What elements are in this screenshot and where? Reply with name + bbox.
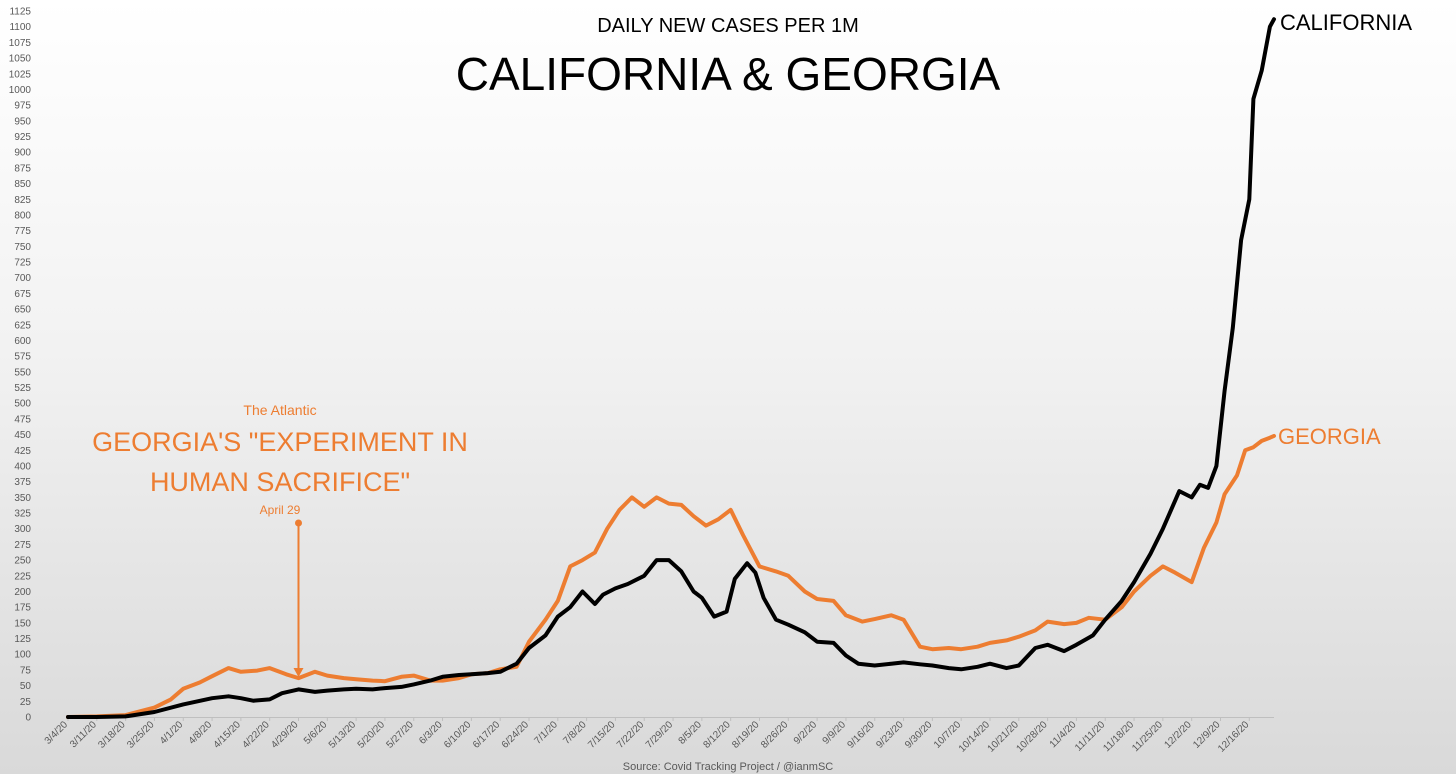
annotation-arrowhead (293, 668, 304, 677)
x-tick-label: 9/9/20 (821, 719, 849, 747)
y-tick-label: 150 (14, 618, 31, 629)
x-tick-label: 6/24/20 (500, 719, 532, 751)
x-tick-label: 3/4/20 (43, 719, 71, 747)
x-tick-label: 4/8/20 (187, 719, 215, 747)
source-note: Source: Covid Tracking Project / @ianmSC (623, 761, 834, 773)
x-tick-label: 7/1/20 (532, 719, 560, 747)
y-tick-label: 125 (14, 634, 31, 645)
x-tick-label: 11/18/20 (1101, 719, 1136, 754)
y-tick-label: 50 (20, 681, 32, 692)
y-tick-label: 25 (20, 697, 32, 708)
x-tick-label: 8/5/20 (677, 719, 705, 747)
y-tick-label: 725 (14, 258, 31, 269)
x-tick-label: 4/1/20 (158, 719, 186, 747)
y-tick-label: 375 (14, 477, 31, 488)
y-tick-label: 750 (14, 242, 31, 253)
y-tick-label: 550 (14, 367, 31, 378)
y-tick-label: 275 (14, 540, 31, 551)
x-axis: 3/4/203/11/203/18/203/25/20 4/1/20 4/8/204… (43, 717, 1274, 755)
x-tick-label: 4/15/20 (212, 719, 244, 751)
y-tick-label: 1100 (9, 22, 31, 33)
y-tick-label: 925 (14, 132, 31, 143)
x-tick-label: 6/3/20 (417, 719, 445, 747)
y-tick-label: 200 (14, 587, 31, 598)
y-axis: 0 25 50 75 100 125 150 175 200 225 250 275 300 325 350… (9, 7, 32, 724)
annotation-headline-line2: HUMAN SACRIFICE" (150, 467, 410, 497)
y-tick-label: 100 (14, 650, 31, 661)
y-tick-label: 850 (14, 179, 31, 190)
x-tick-label: 4/22/20 (240, 719, 272, 751)
x-tick-label: 8/12/20 (701, 719, 733, 751)
x-tick-label: 12/2/20 (1162, 719, 1194, 751)
annotation-arrow (293, 519, 304, 677)
y-tick-label: 75 (20, 665, 32, 676)
x-tick-label: 7/29/20 (644, 719, 676, 751)
series-label-georgia: GEORGIA (1278, 424, 1381, 449)
y-tick-label: 350 (14, 493, 31, 504)
y-tick-label: 1025 (9, 69, 32, 80)
y-tick-label: 975 (14, 101, 31, 112)
x-tick-label: 3/11/20 (68, 719, 99, 750)
x-tick-label: 7/22/20 (615, 719, 647, 751)
y-tick-label: 825 (14, 195, 31, 206)
x-tick-label: 3/18/20 (96, 719, 128, 751)
y-tick-label: 450 (14, 430, 31, 441)
y-tick-label: 425 (14, 446, 31, 457)
x-tick-label: 7/8/20 (561, 719, 589, 747)
x-tick-label: 9/30/20 (903, 719, 935, 751)
x-tick-label: 10/28/20 (1014, 719, 1050, 755)
y-tick-label: 700 (14, 273, 31, 284)
chart-title: CALIFORNIA & GEORGIA (456, 48, 1001, 100)
x-tick-label: 5/20/20 (356, 719, 388, 751)
annotation-headline-line1: GEORGIA'S "EXPERIMENT IN (92, 427, 468, 457)
y-tick-label: 300 (14, 524, 31, 535)
x-tick-label: 4/29/20 (269, 719, 301, 751)
y-tick-label: 1125 (9, 7, 31, 18)
y-tick-label: 1075 (9, 38, 32, 49)
y-tick-label: 650 (14, 305, 31, 316)
y-tick-label: 400 (14, 461, 31, 472)
x-tick-label: 9/16/20 (845, 719, 877, 751)
x-tick-label: 3/25/20 (125, 719, 157, 751)
y-tick-label: 325 (14, 509, 31, 520)
y-tick-label: 625 (14, 320, 31, 331)
y-tick-label: 250 (14, 556, 31, 567)
x-tick-label: 8/26/20 (759, 719, 791, 751)
y-tick-label: 525 (14, 383, 31, 394)
x-tick-label: 7/15/20 (586, 719, 618, 751)
y-tick-label: 1050 (9, 54, 32, 65)
y-tick-label: 0 (25, 713, 31, 724)
x-tick-label: 5/27/20 (384, 719, 416, 751)
x-tick-label: 11/25/20 (1130, 719, 1165, 754)
x-tick-label: 9/2/20 (792, 719, 820, 747)
chart-subtitle: DAILY NEW CASES PER 1M (597, 15, 859, 37)
y-tick-label: 1000 (9, 85, 32, 96)
x-tick-label: 6/17/20 (471, 719, 503, 751)
y-tick-label: 175 (14, 603, 31, 614)
series-line-california (66, 17, 1276, 719)
y-tick-label: 600 (14, 336, 31, 347)
x-tick-label: 8/19/20 (730, 719, 762, 751)
series-layer (66, 17, 1276, 719)
y-tick-label: 775 (14, 226, 31, 237)
series-line-georgia (66, 433, 1276, 719)
y-tick-label: 475 (14, 414, 31, 425)
y-tick-label: 500 (14, 399, 31, 410)
y-tick-label: 575 (14, 352, 31, 363)
annotation-source: The Atlantic (243, 402, 316, 418)
series-label-california: CALIFORNIA (1280, 10, 1412, 35)
x-tick-label: 6/10/20 (442, 719, 474, 751)
y-tick-label: 675 (14, 289, 31, 300)
y-tick-label: 950 (14, 116, 31, 127)
x-tick-label: 12/16/20 (1216, 719, 1252, 755)
x-tick-label: 9/23/20 (874, 719, 906, 751)
x-tick-label: 5/13/20 (327, 719, 359, 751)
y-tick-label: 900 (14, 148, 31, 159)
x-tick-label: 5/6/20 (302, 719, 330, 747)
y-tick-label: 800 (14, 210, 31, 221)
y-tick-label: 875 (14, 163, 31, 174)
annotation-date-label: April 29 (260, 503, 301, 517)
y-tick-label: 225 (14, 571, 31, 582)
